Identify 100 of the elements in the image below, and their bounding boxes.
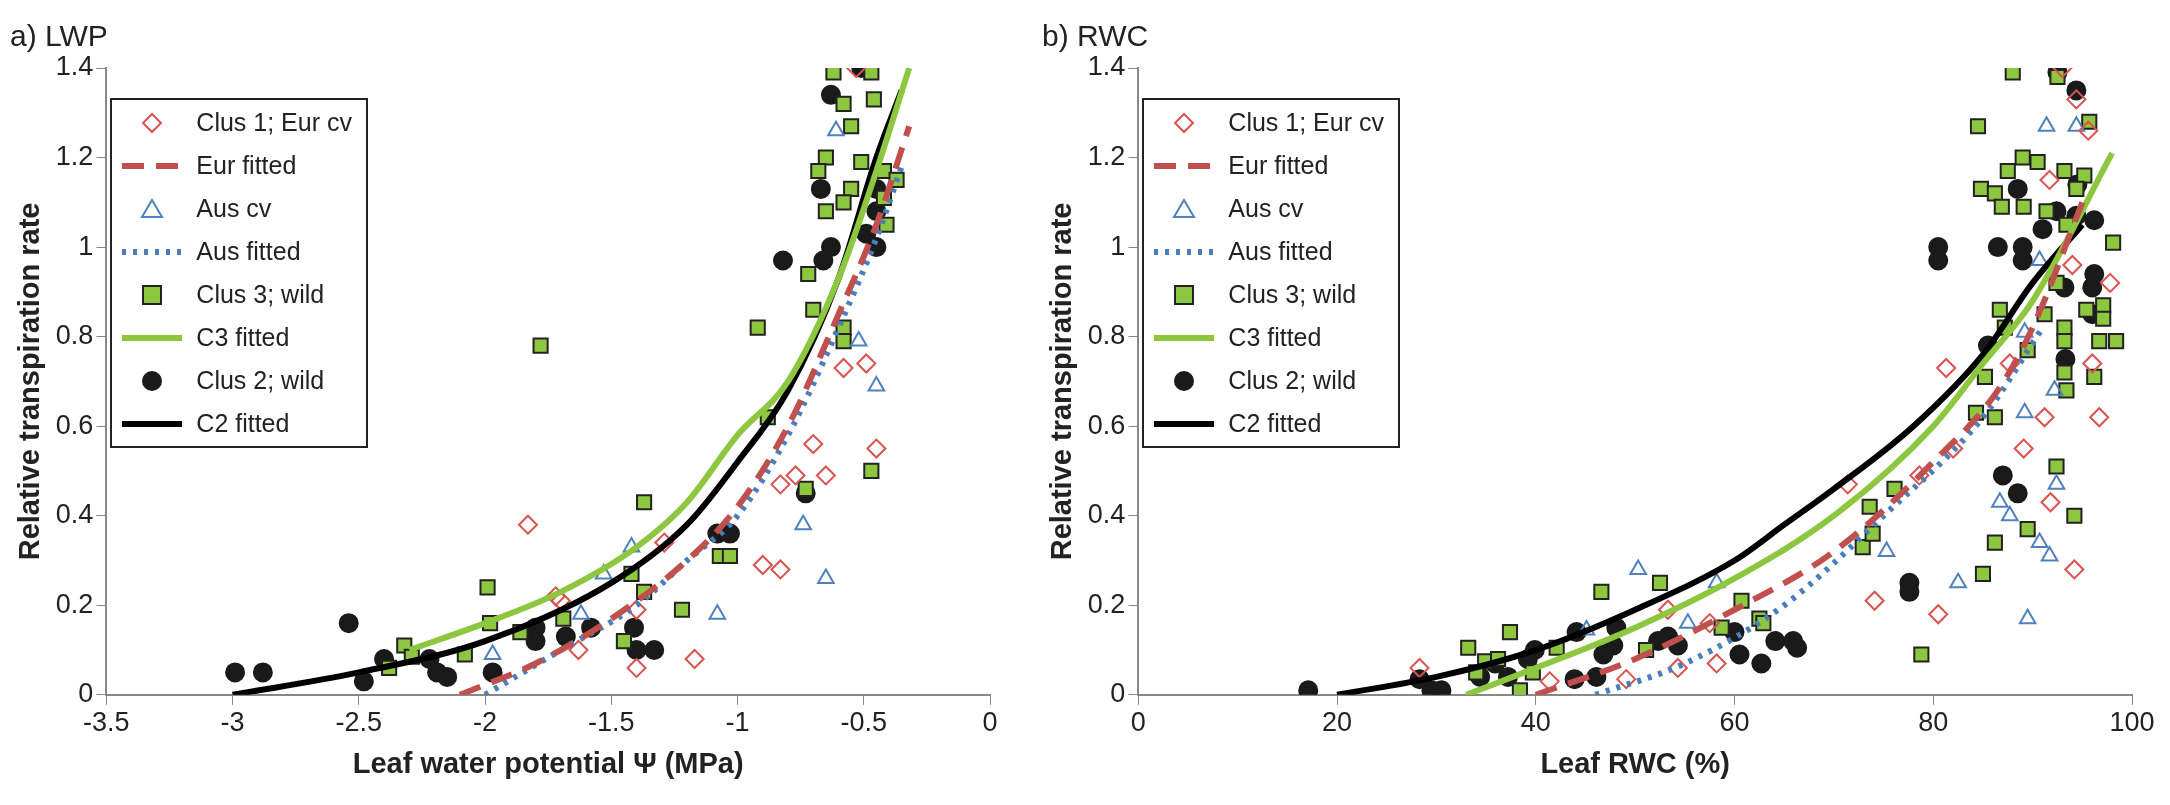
point <box>1667 657 1688 678</box>
point <box>2078 120 2099 141</box>
point <box>2056 364 2073 381</box>
point <box>835 95 852 112</box>
y-tick-label: 0.2 <box>55 588 94 619</box>
point <box>517 514 538 535</box>
x-tick-label: 0 <box>1130 707 1146 738</box>
legend-label: Clus 1; Eur cv <box>196 108 352 137</box>
point <box>624 617 645 638</box>
point <box>1713 619 1730 636</box>
point <box>2012 250 2033 271</box>
point <box>2082 277 2103 298</box>
legend-label: Aus cv <box>196 194 272 223</box>
point <box>2030 250 2049 267</box>
point <box>2034 407 2055 428</box>
legend-label: Aus fitted <box>196 237 301 266</box>
point <box>1787 637 1808 658</box>
point <box>2084 210 2105 231</box>
point <box>2091 333 2108 350</box>
point <box>437 666 458 687</box>
point <box>225 662 246 683</box>
point <box>853 153 870 171</box>
point <box>1986 534 2003 551</box>
point <box>654 532 675 553</box>
point <box>2108 333 2125 350</box>
point <box>1987 237 2008 258</box>
y-tick-label: 1.4 <box>1087 51 1126 82</box>
legend-label: Aus cv <box>1228 194 1304 223</box>
point <box>1913 646 1930 663</box>
point <box>2040 546 2059 562</box>
point <box>1699 613 1720 634</box>
y-axis-title: Relative transpiration rate <box>1045 202 1078 561</box>
point <box>1864 590 1885 611</box>
point <box>866 438 887 459</box>
point <box>2039 169 2060 190</box>
y-tick-label: 0.8 <box>1087 320 1126 351</box>
point <box>1651 574 1669 591</box>
point <box>2032 219 2053 240</box>
legend-label: Aus fitted <box>1228 237 1333 266</box>
point <box>1928 250 1949 271</box>
point <box>626 657 647 678</box>
y-tick-label: 0.4 <box>55 499 94 530</box>
point <box>2082 353 2103 374</box>
point <box>1974 565 1992 582</box>
point <box>749 319 766 336</box>
x-axis-title: Leaf RWC (%) <box>1540 746 1730 779</box>
x-tick-label: -1.5 <box>588 707 635 738</box>
x-tick-label: -0.5 <box>840 707 888 738</box>
x-tick-label: 40 <box>1520 707 1551 738</box>
point <box>1976 368 1994 385</box>
legend-label: C2 fitted <box>196 409 290 438</box>
y-tick-label: 0 <box>1110 678 1126 709</box>
x-tick-label: -3.5 <box>83 707 130 738</box>
point <box>1972 180 1990 197</box>
point <box>479 579 496 596</box>
y-tick-label: 1.4 <box>55 51 94 82</box>
point <box>865 91 882 108</box>
y-axis-title: Relative transpiration rate <box>13 202 46 561</box>
legend-label: C3 fitted <box>1228 323 1322 352</box>
point <box>615 633 632 650</box>
point <box>2038 203 2055 220</box>
y-tick-label: 0.4 <box>1087 499 1126 530</box>
x-tick-label: -3 <box>220 707 245 738</box>
y-tick-label: 0.8 <box>55 320 94 351</box>
point <box>785 465 806 486</box>
point <box>815 465 836 486</box>
point <box>797 480 814 497</box>
x-tick-label: -1 <box>725 707 750 738</box>
point <box>803 434 824 455</box>
point <box>1751 653 1772 674</box>
point <box>835 333 852 350</box>
point <box>2007 178 2028 199</box>
point <box>2056 162 2073 180</box>
point <box>636 494 653 511</box>
legend-label: Clus 2; wild <box>1228 366 1357 395</box>
x-axis-title: Leaf water potential Ψ (MPa) <box>352 746 744 779</box>
point <box>772 250 793 271</box>
legend-label: Clus 3; wild <box>1228 280 1357 309</box>
point <box>770 474 791 495</box>
point <box>833 357 854 378</box>
point <box>2029 153 2046 171</box>
y-tick-label: 0 <box>78 678 94 709</box>
legend-label: Clus 3; wild <box>196 280 325 309</box>
x-tick-label: 80 <box>1918 707 1949 738</box>
x-tick-label: 100 <box>2109 707 2155 738</box>
point <box>545 586 566 607</box>
point <box>483 644 502 661</box>
chart-title: a) LWP <box>10 19 108 53</box>
point <box>2062 254 2083 275</box>
x-tick-label: 0 <box>982 707 998 738</box>
point <box>1657 599 1678 620</box>
x-tick-label: -2.5 <box>335 707 383 738</box>
point <box>353 671 374 692</box>
y-tick-label: 0.2 <box>1087 588 1126 619</box>
point <box>1511 682 1528 695</box>
point <box>1909 465 1930 486</box>
point <box>1409 657 1430 678</box>
point <box>1729 644 1750 665</box>
x-tick-label: 20 <box>1322 707 1353 738</box>
point <box>673 601 691 618</box>
